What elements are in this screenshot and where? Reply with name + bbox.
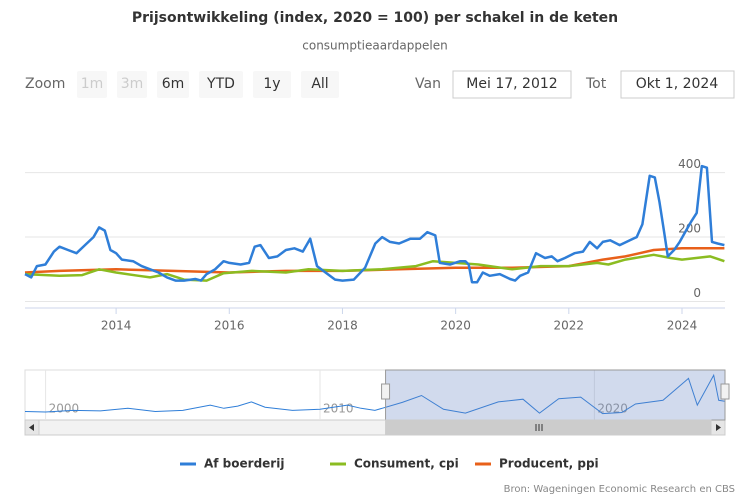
y-tick-label: 400 bbox=[678, 157, 701, 171]
range-button[interactable] bbox=[253, 71, 291, 98]
series-line bbox=[24, 253, 725, 282]
to-input[interactable] bbox=[620, 70, 735, 99]
y-tick-label: 0 bbox=[693, 286, 701, 300]
series-line bbox=[24, 247, 725, 274]
legend-item[interactable]: Producent, ppi bbox=[475, 457, 599, 471]
range-button-label: 1m bbox=[81, 76, 104, 92]
x-tick-label: 2024 bbox=[667, 319, 698, 333]
range-button-label: 6m bbox=[162, 76, 185, 92]
to-value: Okt 1, 2024 bbox=[636, 76, 719, 92]
from-label: Van bbox=[415, 76, 441, 92]
navigator-line bbox=[24, 373, 725, 415]
range-button bbox=[77, 71, 107, 98]
range-button bbox=[117, 71, 147, 98]
x-tick-label: 2022 bbox=[554, 319, 585, 333]
x-tick-label: 2020 bbox=[440, 319, 471, 333]
legend-label: Producent, ppi bbox=[499, 457, 599, 471]
navigator-tick-label: 2020 bbox=[597, 402, 628, 416]
chart-title: Prijsontwikkeling (index, 2020 = 100) pe… bbox=[132, 10, 618, 26]
navigator-handle[interactable] bbox=[720, 383, 730, 400]
x-tick-label: 2014 bbox=[101, 319, 132, 333]
to-label: Tot bbox=[585, 76, 607, 92]
range-button[interactable] bbox=[199, 71, 243, 98]
legend-label: Af boerderij bbox=[204, 457, 284, 471]
credits: Bron: Wageningen Economic Research en CB… bbox=[504, 484, 735, 495]
range-button[interactable] bbox=[157, 71, 189, 98]
zoom-label: Zoom bbox=[25, 76, 65, 92]
from-value: Mei 17, 2012 bbox=[466, 76, 557, 92]
arrow-left bbox=[29, 424, 34, 431]
range-button-label: 1y bbox=[263, 76, 280, 92]
chart-subtitle: consumptieaardappelen bbox=[302, 39, 447, 53]
from-input[interactable] bbox=[452, 70, 572, 99]
range-button-label: 3m bbox=[121, 76, 144, 92]
range-button[interactable] bbox=[301, 71, 339, 98]
x-tick-label: 2018 bbox=[327, 319, 358, 333]
navigator-frame bbox=[24, 369, 726, 421]
range-button-label: YTD bbox=[206, 76, 235, 92]
range-button-label: All bbox=[311, 76, 328, 92]
series-line bbox=[24, 164, 725, 284]
arrow-right bbox=[716, 424, 721, 431]
x-tick-label: 2016 bbox=[214, 319, 245, 333]
legend-item[interactable]: Af boerderij bbox=[180, 457, 284, 471]
legend-item[interactable]: Consument, cpi bbox=[330, 457, 459, 471]
scrollbar-thumb[interactable] bbox=[385, 419, 712, 436]
navigator-selection bbox=[385, 369, 726, 421]
navigator-tick-label: 2000 bbox=[49, 402, 80, 416]
legend-label: Consument, cpi bbox=[354, 457, 459, 471]
navigator-handle[interactable] bbox=[381, 383, 391, 400]
scrollbar-grip bbox=[535, 424, 543, 431]
